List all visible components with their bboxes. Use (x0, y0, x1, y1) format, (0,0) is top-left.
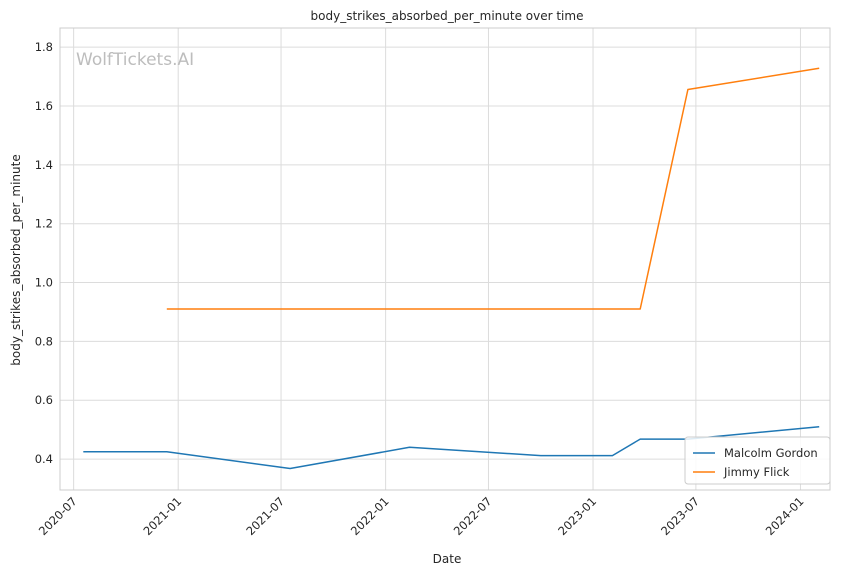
plot-area-frame (59, 27, 831, 491)
chart-title: body_strikes_absorbed_per_minute over ti… (311, 9, 584, 23)
y-tick-label: 1.0 (35, 276, 53, 290)
y-axis-title: body_strikes_absorbed_per_minute (9, 154, 23, 365)
series-line-jimmy-flick (166, 67, 820, 310)
y-tick-label: 1.2 (35, 217, 53, 231)
y-tick-label: 1.6 (35, 99, 53, 113)
y-tick-labels: 0.4 0.6 0.8 1.0 1.2 1.4 1.6 1.8 (35, 40, 53, 466)
legend-label-jimmy-flick: Jimmy Flick (723, 465, 790, 479)
series-lines (83, 67, 820, 470)
y-tick-label: 0.4 (35, 452, 53, 466)
y-tick-label: 0.8 (35, 334, 53, 348)
watermark: WolfTickets.AI (76, 50, 194, 70)
y-tick-label: 1.8 (35, 40, 53, 54)
legend-label-malcolm-gordon: Malcolm Gordon (724, 446, 818, 460)
series-line-malcolm-gordon (83, 425, 820, 470)
legend-box (684, 436, 831, 485)
legend: Malcolm Gordon Jimmy Flick (684, 436, 831, 485)
y-tick-label: 0.6 (35, 393, 53, 407)
x-axis-title: Date (433, 552, 462, 566)
y-tick-label: 1.4 (35, 158, 53, 172)
grid (60, 28, 830, 490)
